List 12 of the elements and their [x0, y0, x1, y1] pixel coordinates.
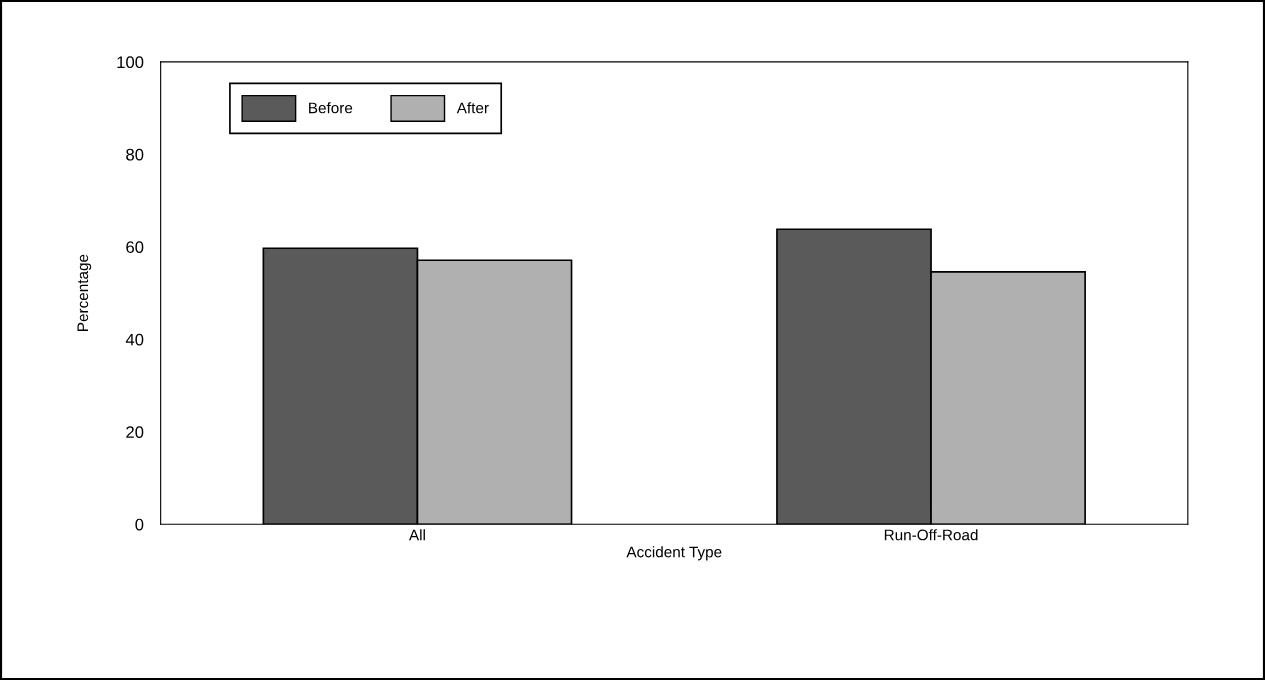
y-tick-label: 40 — [125, 333, 144, 346]
y-tick-label: 100 — [117, 56, 144, 69]
legend-label: Before — [309, 102, 353, 114]
y-tick-label: 0 — [135, 518, 144, 531]
y-tick-label: 80 — [126, 148, 144, 161]
x-axis-title: Accident Type — [626, 546, 722, 561]
y-tick-label: 60 — [126, 241, 144, 254]
y-axis-title: Percentage — [77, 254, 92, 331]
x-tick-label: Run-Off-Road — [884, 529, 978, 541]
legend-label: After — [456, 102, 489, 114]
y-tick-label: 20 — [126, 426, 144, 438]
x-tick-label: All — [408, 529, 425, 541]
